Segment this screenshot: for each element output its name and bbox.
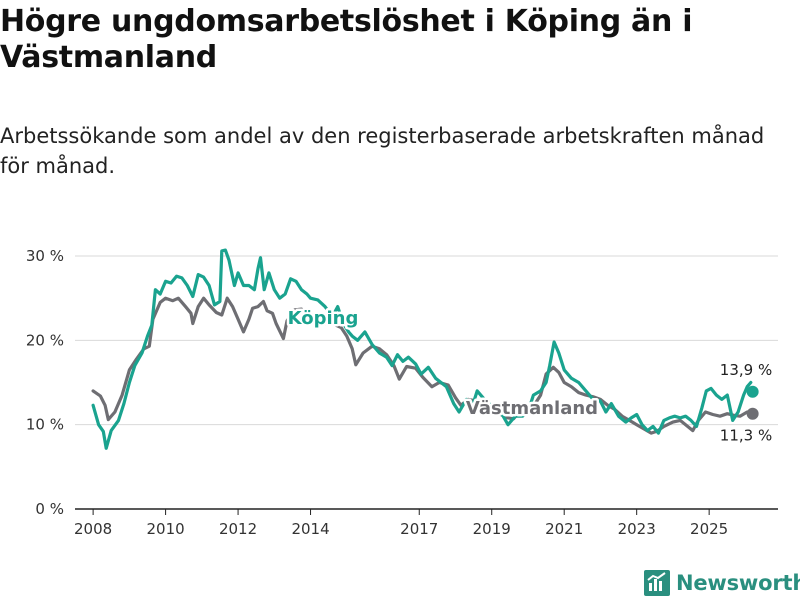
series-label-vastmanland: Västmanland <box>466 398 598 419</box>
newsworthy-logo-icon <box>644 570 670 596</box>
end-value-label-koping: 13,9 % <box>720 361 772 379</box>
y-tick-label: 10 % <box>26 416 64 434</box>
x-tick-label: 2021 <box>545 520 583 538</box>
series-line-v-stmanland <box>91 296 749 435</box>
brand-logo: Newsworthy <box>644 568 800 598</box>
chart-title: Högre ungdomsarbetslöshet i Köping än i … <box>0 4 693 75</box>
x-tick-label: 2014 <box>291 520 329 538</box>
y-tick-label: 20 % <box>26 331 64 349</box>
end-point-marker <box>746 385 759 398</box>
chart-subtitle: Arbetssökande som andel av den registerb… <box>0 124 765 178</box>
end-point-marker <box>746 407 759 420</box>
series-label-koping-halo: Köping <box>288 308 359 329</box>
x-tick-label: 2017 <box>400 520 438 538</box>
x-axis: 2008 2010 2012 2014 2017 2019 2021 2023 2025 <box>74 509 728 538</box>
series-label-koping: Köping <box>288 308 359 329</box>
y-tick-label: 30 % <box>26 247 64 265</box>
x-tick-label: 2010 <box>146 520 184 538</box>
x-tick-label: 2025 <box>690 520 728 538</box>
series-group <box>91 248 759 450</box>
x-tick-label: 2008 <box>74 520 112 538</box>
x-tick-label: 2012 <box>219 520 257 538</box>
end-value-label-vastmanland: 11,3 % <box>720 427 772 445</box>
y-tick-label: 0 % <box>35 500 64 518</box>
x-tick-label: 2019 <box>473 520 511 538</box>
series-label-vastmanland-halo: Västmanland <box>466 398 598 419</box>
x-tick-label: 2023 <box>618 520 656 538</box>
y-axis-ticks: 0 % 10 % 20 % 30 % <box>26 247 64 518</box>
series-line-k-ping <box>91 248 753 450</box>
brand-name: Newsworthy <box>676 571 800 595</box>
